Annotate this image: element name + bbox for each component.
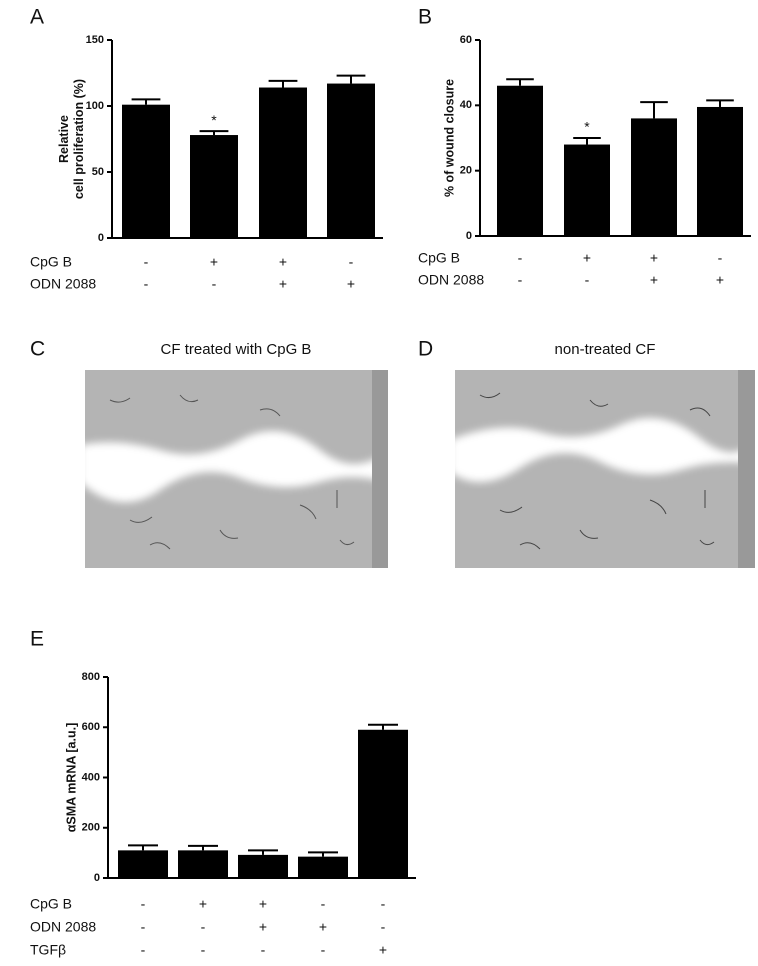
condition-sign: -	[141, 919, 146, 935]
condition-sign: -	[212, 276, 217, 292]
condition-label: ODN 2088	[30, 919, 96, 935]
bar	[697, 106, 743, 236]
bar	[358, 729, 408, 878]
bar	[259, 87, 307, 239]
condition-sign: +	[650, 250, 658, 266]
y-tick-label: 150	[86, 34, 104, 46]
condition-sign: -	[144, 254, 149, 270]
panel-letter: C	[30, 338, 45, 361]
condition-label: CpG B	[418, 250, 460, 266]
condition-sign: +	[583, 250, 591, 266]
panel-letter: B	[418, 6, 432, 29]
condition-label: ODN 2088	[418, 272, 484, 288]
image-caption: CF treated with CpG B	[161, 341, 312, 358]
bar	[118, 850, 168, 878]
y-tick-label: 200	[82, 822, 100, 834]
panel-letter: D	[418, 338, 433, 361]
condition-label: CpG B	[30, 254, 72, 270]
condition-sign: -	[321, 896, 326, 912]
condition-sign: -	[349, 254, 354, 270]
y-tick-label: 800	[82, 671, 100, 683]
condition-label: CpG B	[30, 896, 72, 912]
panel-letter: A	[30, 6, 44, 29]
condition-sign: +	[259, 919, 267, 935]
bar	[564, 144, 610, 236]
condition-sign: +	[210, 254, 218, 270]
condition-sign: +	[199, 896, 207, 912]
y-tick-label: 0	[98, 232, 104, 244]
bar	[238, 854, 288, 878]
bar	[122, 104, 170, 239]
y-axis-label: Relative	[57, 115, 71, 163]
condition-sign: -	[201, 942, 206, 958]
y-axis-label: αSMA mRNA [a.u.]	[64, 723, 78, 833]
y-tick-label: 600	[82, 721, 100, 733]
y-tick-label: 400	[82, 771, 100, 783]
condition-sign: +	[347, 276, 355, 292]
bar	[631, 118, 677, 236]
condition-sign: +	[650, 272, 658, 288]
condition-sign: -	[518, 250, 523, 266]
micrograph	[85, 370, 388, 568]
bar	[178, 850, 228, 878]
condition-sign: -	[321, 942, 326, 958]
y-tick-label: 100	[86, 100, 104, 112]
condition-sign: -	[381, 919, 386, 935]
y-axis-label: cell proliferation (%)	[72, 79, 86, 199]
micrograph	[455, 370, 755, 568]
condition-sign: -	[718, 250, 723, 266]
y-tick-label: 0	[466, 230, 472, 242]
y-tick-label: 50	[92, 166, 104, 178]
bar	[298, 856, 348, 878]
bar	[327, 83, 375, 238]
condition-sign: -	[261, 942, 266, 958]
panel-letter: E	[30, 628, 44, 651]
condition-sign: +	[259, 896, 267, 912]
condition-sign: +	[279, 254, 287, 270]
condition-sign: +	[279, 276, 287, 292]
condition-sign: -	[201, 919, 206, 935]
condition-sign: -	[144, 276, 149, 292]
image-caption: non-treated CF	[555, 341, 656, 358]
y-tick-label: 0	[94, 872, 100, 884]
condition-sign: +	[319, 919, 327, 935]
y-tick-label: 60	[460, 34, 472, 46]
significance-label: *	[211, 112, 217, 128]
condition-sign: +	[716, 272, 724, 288]
y-tick-label: 40	[460, 99, 472, 111]
condition-label: ODN 2088	[30, 276, 96, 292]
bar	[497, 85, 543, 236]
y-tick-label: 20	[460, 165, 472, 177]
condition-sign: -	[585, 272, 590, 288]
condition-sign: -	[141, 896, 146, 912]
condition-label: TGFβ	[30, 942, 66, 958]
condition-sign: -	[518, 272, 523, 288]
significance-label: *	[584, 119, 590, 135]
bar	[190, 135, 238, 238]
condition-sign: -	[381, 896, 386, 912]
condition-sign: -	[141, 942, 146, 958]
y-axis-label: % of wound closure	[442, 79, 456, 197]
condition-sign: +	[379, 942, 387, 958]
